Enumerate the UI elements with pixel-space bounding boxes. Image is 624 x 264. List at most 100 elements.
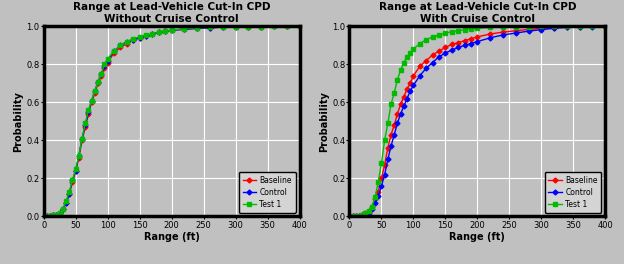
- Control: [403, 97, 411, 100]
- Control: [448, 49, 456, 52]
- Test 1: [43, 215, 51, 218]
- Baseline: [358, 213, 366, 216]
- Test 1: [69, 179, 76, 182]
- Baseline: [422, 59, 430, 62]
- Control: [46, 215, 54, 218]
- Line: Baseline: Baseline: [42, 25, 301, 218]
- X-axis label: Range (ft): Range (ft): [144, 232, 200, 242]
- Control: [442, 51, 449, 55]
- Baseline: [110, 51, 118, 55]
- Control: [416, 74, 424, 77]
- Baseline: [602, 25, 609, 28]
- Test 1: [589, 25, 597, 28]
- Test 1: [467, 27, 475, 31]
- Baseline: [499, 31, 507, 34]
- Baseline: [97, 74, 105, 77]
- Test 1: [129, 37, 137, 40]
- Test 1: [365, 209, 373, 212]
- Test 1: [602, 25, 609, 28]
- Legend: Baseline, Control, Test 1: Baseline, Control, Test 1: [239, 172, 296, 213]
- Control: [110, 50, 118, 53]
- Control: [512, 31, 519, 35]
- Test 1: [394, 78, 401, 81]
- Test 1: [49, 213, 57, 216]
- Baseline: [352, 215, 359, 218]
- Control: [436, 55, 443, 58]
- Test 1: [397, 69, 404, 72]
- Test 1: [448, 30, 456, 33]
- Baseline: [123, 42, 130, 45]
- Baseline: [162, 30, 169, 33]
- Baseline: [525, 28, 532, 31]
- Control: [371, 202, 379, 205]
- Baseline: [88, 101, 95, 104]
- Baseline: [394, 112, 401, 115]
- Baseline: [46, 215, 54, 218]
- Baseline: [384, 147, 392, 150]
- Baseline: [56, 211, 64, 214]
- Baseline: [374, 190, 382, 193]
- Test 1: [512, 25, 519, 28]
- Baseline: [355, 214, 363, 217]
- Line: Baseline: Baseline: [348, 25, 607, 218]
- Test 1: [355, 214, 363, 217]
- Control: [346, 215, 353, 218]
- Control: [75, 154, 82, 157]
- Control: [85, 110, 92, 114]
- Control: [378, 185, 385, 188]
- Test 1: [346, 215, 353, 218]
- X-axis label: Range (ft): Range (ft): [449, 232, 505, 242]
- Control: [429, 61, 436, 64]
- Baseline: [59, 207, 67, 210]
- Control: [563, 26, 570, 29]
- Baseline: [168, 29, 175, 32]
- Baseline: [155, 31, 162, 34]
- Baseline: [550, 26, 558, 29]
- Title: Range at Lead-Vehicle Cut-In CPD
Without Cruise Control: Range at Lead-Vehicle Cut-In CPD Without…: [73, 2, 270, 24]
- Baseline: [448, 43, 456, 46]
- Baseline: [362, 211, 369, 214]
- Control: [123, 40, 130, 43]
- Test 1: [403, 55, 411, 58]
- Test 1: [461, 28, 468, 31]
- Test 1: [362, 211, 369, 214]
- Baseline: [381, 164, 388, 167]
- Control: [91, 89, 99, 93]
- Baseline: [400, 95, 407, 98]
- Control: [454, 46, 462, 49]
- Baseline: [296, 25, 303, 28]
- Control: [59, 207, 67, 210]
- Test 1: [79, 137, 86, 140]
- Baseline: [454, 41, 462, 44]
- Baseline: [416, 65, 424, 68]
- Test 1: [388, 103, 395, 106]
- Control: [467, 42, 475, 45]
- Test 1: [391, 91, 398, 95]
- Test 1: [429, 35, 436, 39]
- Control: [56, 211, 64, 214]
- Control: [162, 30, 169, 33]
- Control: [394, 122, 401, 125]
- Control: [88, 99, 95, 102]
- Test 1: [245, 25, 252, 28]
- Baseline: [283, 25, 290, 28]
- Test 1: [416, 42, 424, 45]
- Test 1: [181, 27, 188, 30]
- Baseline: [79, 139, 86, 142]
- Test 1: [46, 215, 54, 218]
- Baseline: [467, 37, 475, 40]
- Control: [82, 124, 89, 127]
- Baseline: [49, 213, 57, 216]
- Control: [296, 25, 303, 28]
- Baseline: [270, 25, 278, 28]
- Control: [49, 213, 57, 216]
- Control: [368, 207, 376, 210]
- Baseline: [75, 156, 82, 159]
- Test 1: [75, 154, 82, 157]
- Test 1: [162, 30, 169, 33]
- Baseline: [589, 25, 597, 28]
- Test 1: [499, 25, 507, 29]
- Baseline: [85, 112, 92, 115]
- Baseline: [576, 25, 583, 28]
- Test 1: [97, 72, 105, 76]
